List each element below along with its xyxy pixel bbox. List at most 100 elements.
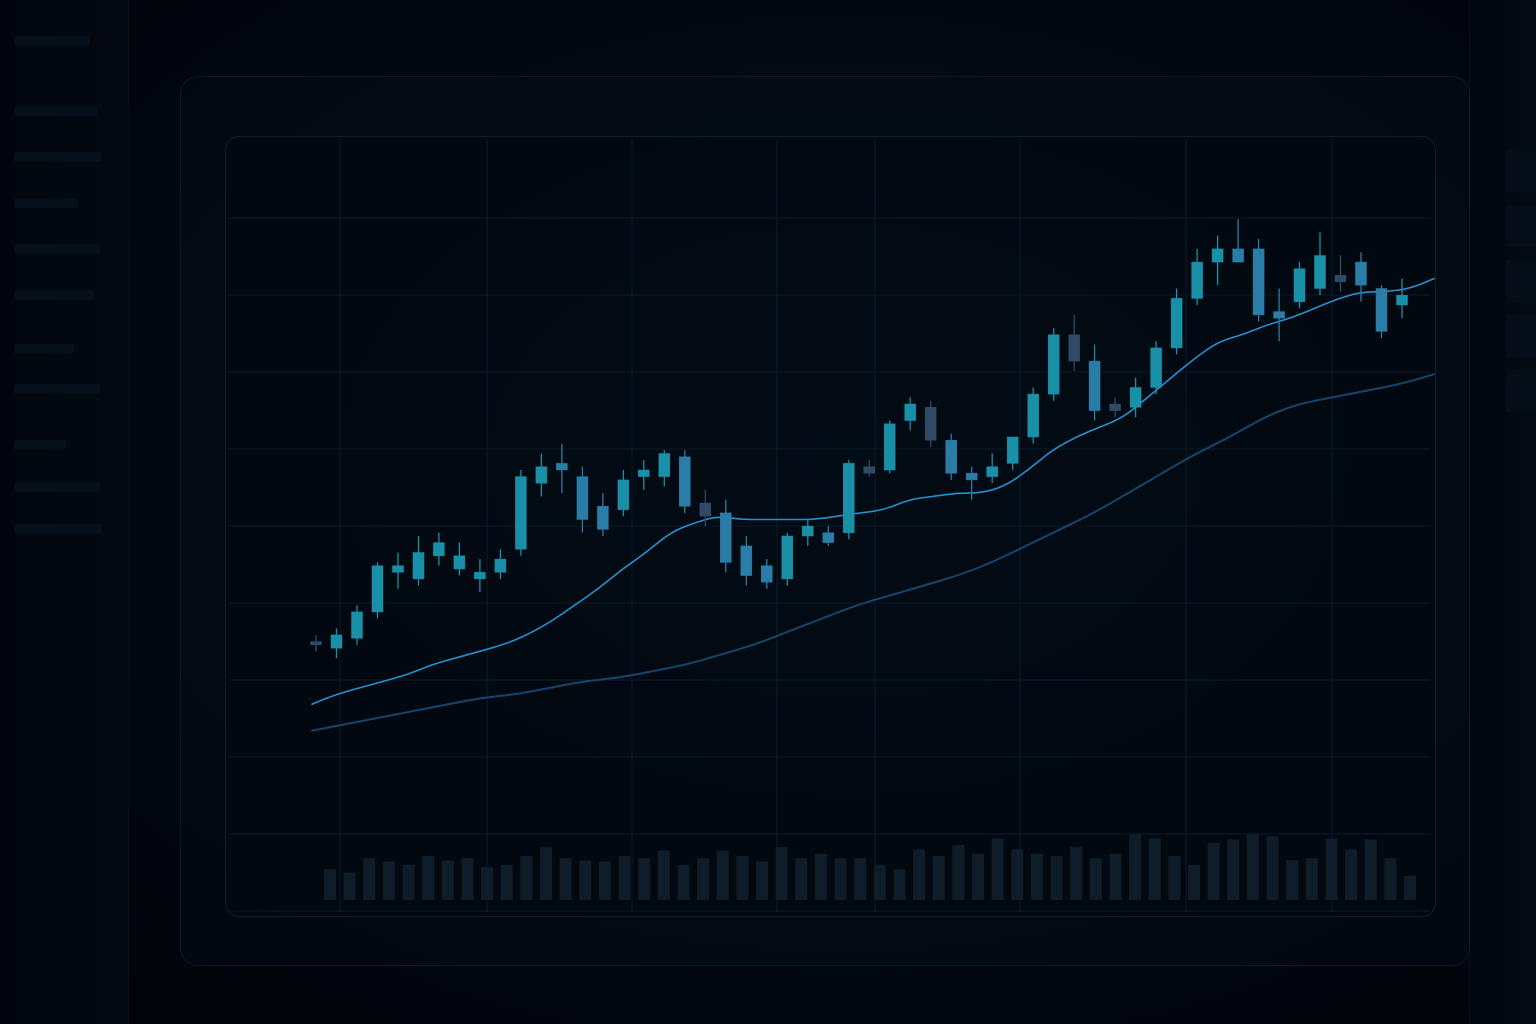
toolbar-button[interactable] — [1506, 260, 1536, 302]
volume-bar — [736, 856, 749, 900]
volume-bar — [952, 845, 965, 900]
candle-body — [965, 473, 978, 481]
volume-bar — [795, 858, 808, 900]
candle-body — [330, 634, 343, 649]
candle-body — [576, 476, 589, 520]
candle-body — [494, 558, 507, 573]
candle-body — [1232, 248, 1244, 263]
sidebar-item[interactable] — [14, 482, 100, 492]
sidebar-item[interactable] — [14, 36, 90, 46]
candle-body — [822, 532, 835, 543]
sidebar-item[interactable] — [14, 244, 100, 254]
volume-bar — [559, 858, 572, 900]
volume-bar — [1089, 858, 1102, 900]
volume-bar — [441, 860, 454, 900]
candle — [1170, 288, 1183, 355]
candle — [1232, 219, 1244, 263]
candle — [822, 526, 835, 546]
volume-bar — [324, 869, 336, 900]
candle-body — [924, 407, 937, 441]
candle — [1355, 252, 1367, 302]
candle-body — [1355, 261, 1367, 286]
toolbar-button[interactable] — [1506, 370, 1536, 412]
volume-bar — [893, 869, 906, 900]
candle-body — [556, 463, 568, 471]
candle-body — [535, 466, 548, 484]
candle — [1334, 255, 1347, 292]
volume-bar — [1266, 836, 1279, 900]
volume-bar — [343, 872, 356, 900]
candle-body — [699, 502, 712, 517]
candle — [679, 450, 691, 513]
volume-bar — [500, 864, 513, 900]
candle-body — [310, 641, 322, 646]
volume-bar — [1345, 849, 1358, 900]
candle — [474, 559, 486, 593]
volume-bar — [657, 850, 670, 900]
candle-body — [740, 545, 753, 576]
volume-bar — [716, 850, 729, 900]
candle — [310, 635, 322, 652]
candle — [986, 453, 998, 484]
candle — [535, 453, 548, 497]
candle-body — [883, 423, 896, 471]
volume-bar — [775, 847, 788, 900]
toolbar-button[interactable] — [1506, 205, 1536, 247]
volume-bar — [854, 858, 867, 900]
volume-bar — [756, 861, 768, 900]
candle-body — [515, 476, 527, 550]
volume-bar — [540, 847, 552, 900]
candle-body — [1068, 334, 1080, 362]
candle-body — [1293, 268, 1306, 302]
candle — [1109, 397, 1121, 418]
candle-body — [617, 479, 630, 510]
volume-bar — [1070, 847, 1083, 900]
candle-body — [904, 403, 916, 421]
sidebar-item[interactable] — [14, 524, 102, 534]
candle — [802, 519, 814, 546]
sidebar-item[interactable] — [14, 106, 98, 116]
candle-body — [638, 469, 650, 477]
volume-bar — [1148, 838, 1161, 900]
candle-body — [1396, 294, 1408, 306]
candle — [351, 605, 363, 645]
volume-bar — [932, 856, 945, 900]
candle — [1150, 341, 1162, 395]
candle — [1191, 248, 1203, 305]
candle-body — [1170, 298, 1183, 349]
candle — [1396, 278, 1408, 319]
volume-bar — [1305, 858, 1318, 900]
volume-bar — [422, 856, 435, 900]
candle — [1088, 344, 1101, 421]
sidebar-item[interactable] — [14, 440, 66, 450]
candle-body — [1273, 311, 1285, 319]
sidebar-item[interactable] — [14, 344, 74, 354]
volume-bar — [1384, 858, 1397, 900]
sidebar-item[interactable] — [14, 198, 78, 208]
volume-bar — [1286, 860, 1299, 900]
candle-body — [1375, 288, 1388, 332]
candle — [494, 549, 507, 579]
candle-body — [761, 565, 773, 583]
candle — [761, 559, 773, 589]
candle — [1252, 239, 1265, 322]
toolbar-button[interactable] — [1506, 315, 1536, 357]
toolbar-button[interactable] — [1506, 150, 1536, 192]
candle-body — [412, 552, 425, 580]
ma-fast-line — [311, 277, 1435, 706]
candle-body — [1109, 403, 1121, 411]
volume-bar — [814, 853, 827, 900]
sidebar-item[interactable] — [14, 384, 100, 394]
volume-bar — [402, 864, 415, 900]
volume-bar — [1364, 839, 1377, 900]
candle-body — [597, 506, 609, 530]
volume-bar — [677, 864, 690, 900]
sidebar-item[interactable] — [14, 152, 102, 162]
volume-bar — [638, 858, 651, 900]
sidebar-item[interactable] — [14, 290, 94, 300]
candle — [863, 460, 875, 477]
volume-bar — [1011, 849, 1024, 900]
candle-body — [986, 466, 998, 477]
